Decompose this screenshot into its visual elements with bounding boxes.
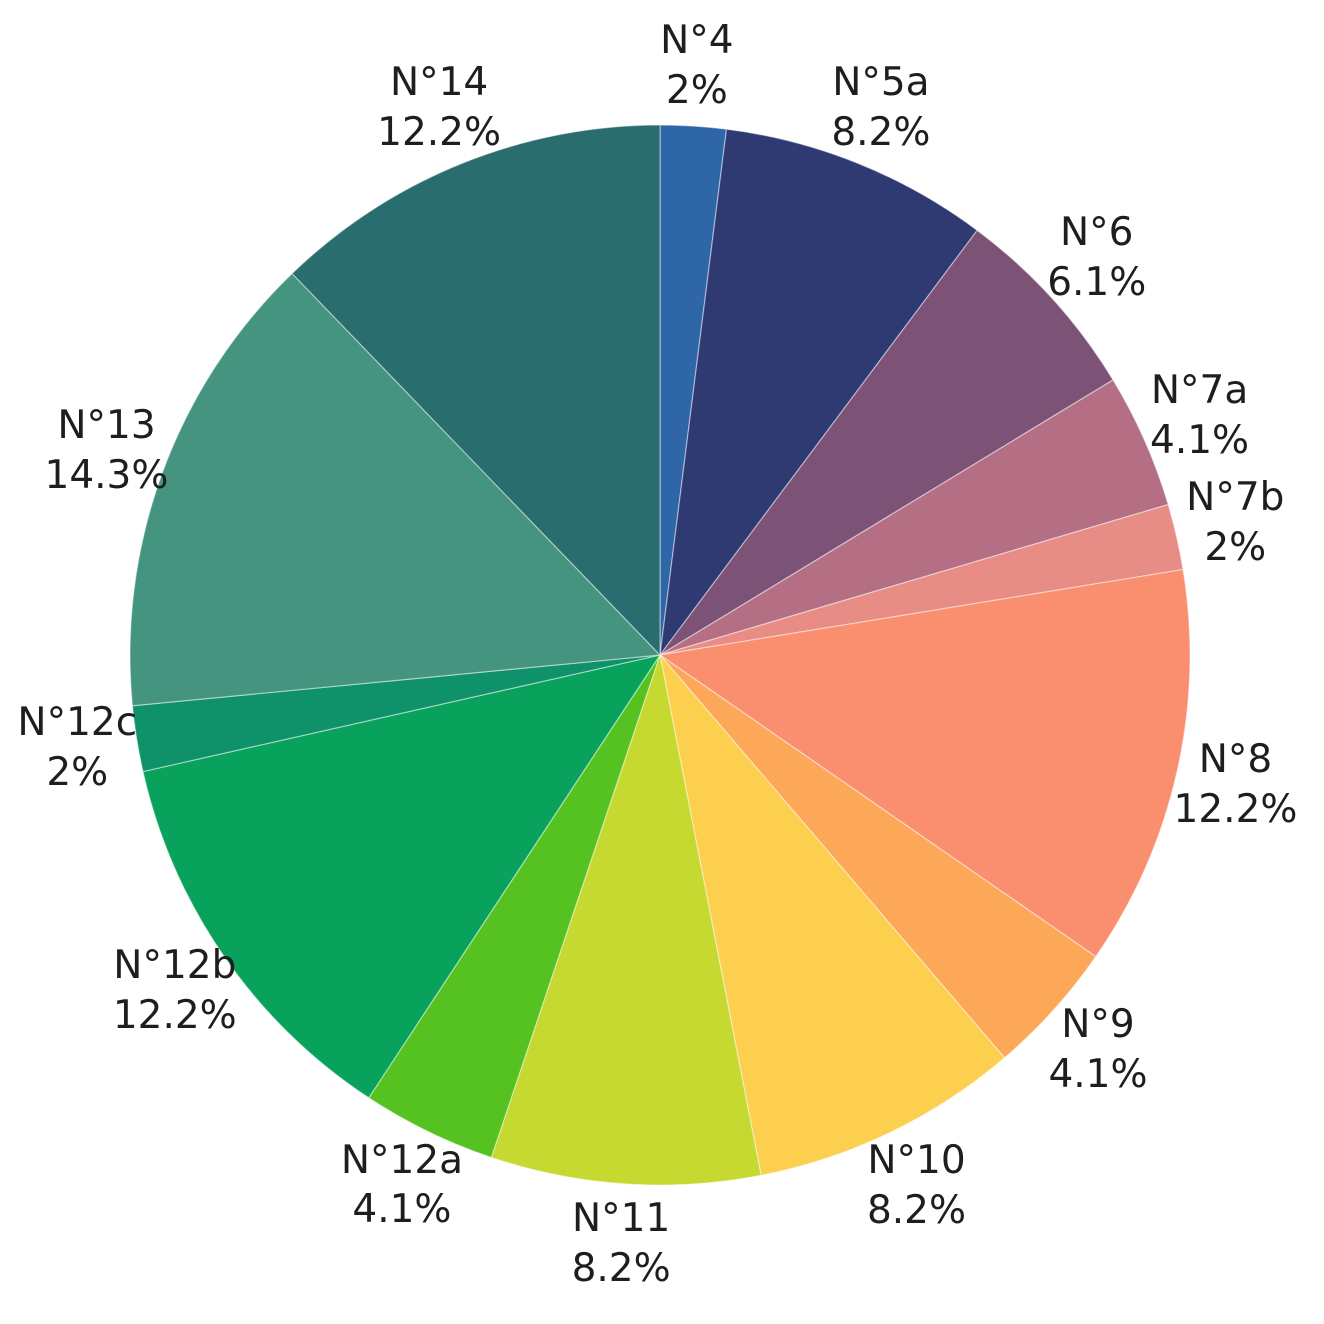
pie-slice-N°4	[659, 124, 728, 656]
pie-slice-N°7b	[659, 503, 1184, 656]
slice-label-N°6: N°6 6.1%	[1047, 208, 1146, 308]
slice-name: N°9	[1061, 1002, 1135, 1048]
slice-name: N°13	[57, 402, 156, 448]
pie-slice-N°12b	[142, 654, 661, 1099]
slice-label-N°7a: N°7a 4.1%	[1150, 366, 1249, 466]
slice-name: N°8	[1198, 736, 1273, 782]
slice-percent: 12.2%	[112, 992, 237, 1038]
slice-label-N°5a: N°5a 8.2%	[831, 58, 930, 158]
pie-slice-N°6	[659, 229, 1114, 656]
pie-slice-N°5a	[659, 128, 978, 656]
slice-name: N°5a	[832, 59, 930, 105]
slice-label-N°12b: N°12b 12.2%	[113, 941, 237, 1041]
slice-percent: 2%	[1204, 525, 1267, 571]
pie-slice-N°10	[659, 654, 1006, 1176]
slice-name: N°10	[867, 1138, 966, 1184]
slice-percent: 2%	[46, 750, 109, 796]
slice-name: N°11	[571, 1195, 671, 1241]
slice-label-N°11: N°11 8.2%	[572, 1194, 671, 1294]
slice-name: N°12c	[17, 700, 138, 746]
slice-name: N°6	[1060, 210, 1134, 256]
slice-percent: 8.2%	[866, 1188, 967, 1234]
slice-name: N°7b	[1186, 475, 1285, 521]
slice-label-N°4: N°4 2%	[660, 16, 734, 116]
slice-label-N°7b: N°7b 2%	[1186, 473, 1284, 573]
pie-slice-N°8	[659, 568, 1191, 958]
pie-slice-N°12a	[368, 654, 661, 1159]
slice-label-N°12a: N°12a 4.1%	[341, 1136, 463, 1236]
slice-percent: 6.1%	[1047, 260, 1147, 306]
slice-percent: 4.1%	[1048, 1052, 1148, 1098]
slice-percent: 14.3%	[44, 452, 169, 498]
slice-label-N°9: N°9 4.1%	[1048, 1000, 1147, 1100]
slice-percent: 12.2%	[1173, 786, 1298, 832]
pie-slice-N°7a	[659, 379, 1169, 656]
slice-label-N°10: N°10 8.2%	[867, 1136, 966, 1236]
slice-percent: 4.1%	[352, 1187, 452, 1233]
slice-percent: 8.2%	[831, 109, 931, 155]
slice-name: N°4	[660, 18, 734, 64]
pie-slice-N°11	[490, 654, 762, 1186]
slice-percent: 2%	[665, 68, 728, 114]
slice-label-N°12c: N°12c 2%	[17, 698, 137, 798]
slice-label-N°8: N°8 12.2%	[1174, 735, 1298, 835]
slice-name: N°14	[389, 59, 489, 105]
pie-slice-N°14	[291, 124, 661, 656]
slice-name: N°12a	[340, 1137, 464, 1183]
pie-slice-N°12c	[131, 654, 661, 773]
pie-slice-N°13	[129, 272, 661, 707]
pie-slice-N°9	[659, 654, 1097, 1059]
slice-percent: 4.1%	[1150, 418, 1250, 464]
slice-name: N°7a	[1150, 368, 1249, 414]
slice-percent: 8.2%	[571, 1245, 671, 1291]
slice-label-N°13: N°13 14.3%	[45, 401, 169, 501]
slice-percent: 12.2%	[377, 109, 502, 155]
slice-name: N°12b	[113, 942, 237, 988]
slice-label-N°14: N°14 12.2%	[377, 58, 501, 158]
